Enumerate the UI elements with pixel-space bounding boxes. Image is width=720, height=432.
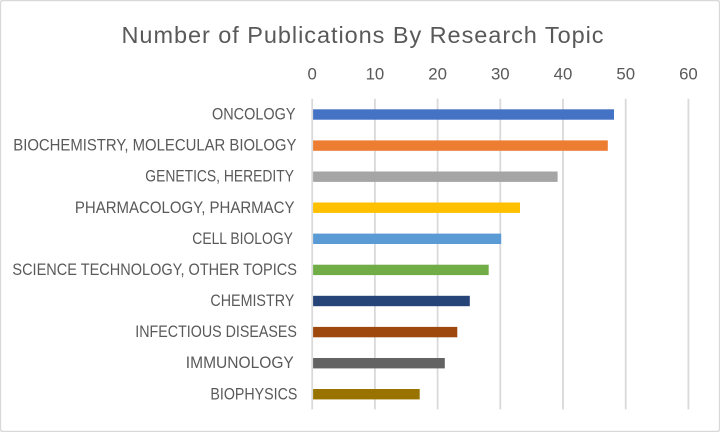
svg-text:BIOPHYSICS: BIOPHYSICS	[210, 384, 297, 403]
svg-text:CHEMISTRY: CHEMISTRY	[210, 291, 294, 310]
svg-text:SCIENCE TECHNOLOGY, OTHER TOPI: SCIENCE TECHNOLOGY, OTHER TOPICS	[12, 260, 297, 279]
svg-text:ONCOLOGY: ONCOLOGY	[212, 105, 296, 124]
svg-text:10: 10	[366, 64, 385, 83]
svg-text:30: 30	[491, 64, 510, 83]
svg-text:50: 50	[616, 64, 635, 83]
svg-text:BIOCHEMISTRY, MOLECULAR BIOLOG: BIOCHEMISTRY, MOLECULAR BIOLOGY	[13, 136, 296, 155]
svg-text:60: 60	[679, 64, 698, 83]
svg-text:INFECTIOUS DISEASES: INFECTIOUS DISEASES	[135, 322, 297, 341]
svg-text:IMMUNOLOGY: IMMUNOLOGY	[186, 353, 294, 372]
svg-text:0: 0	[308, 64, 317, 83]
svg-text:GENETICS, HEREDITY: GENETICS, HEREDITY	[145, 167, 294, 186]
svg-text:PHARMACOLOGY, PHARMACY: PHARMACOLOGY, PHARMACY	[75, 198, 295, 217]
svg-text:Number of Publications By Rese: Number of Publications By Research Topic	[122, 22, 605, 48]
svg-text:CELL BIOLOGY: CELL BIOLOGY	[192, 229, 293, 248]
svg-text:20: 20	[428, 64, 447, 83]
svg-text:40: 40	[554, 64, 573, 83]
